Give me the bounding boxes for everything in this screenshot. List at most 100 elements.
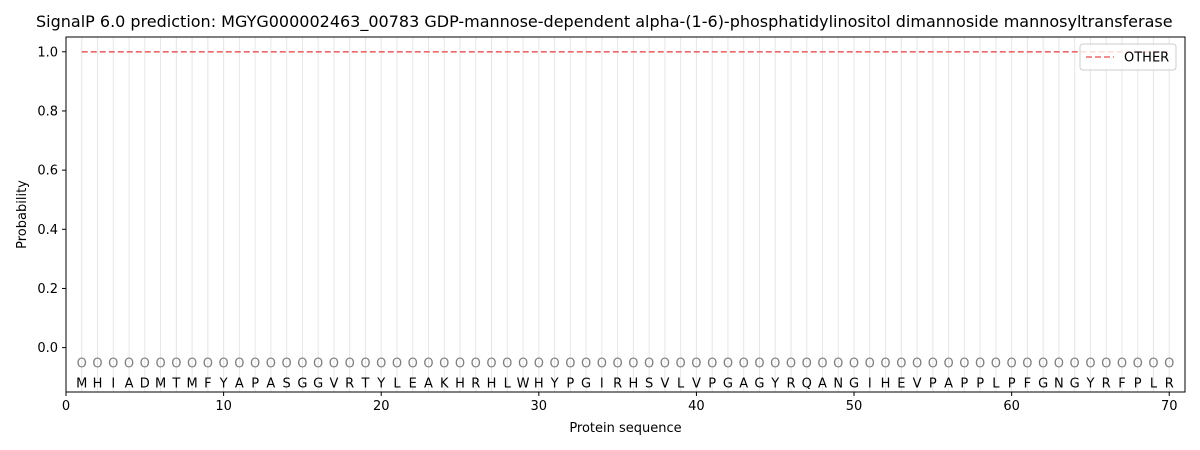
y-axis-ticks: 0.0 0.2 0.4 0.6 0.8 1.0	[37, 45, 66, 356]
residue-label: P	[708, 376, 716, 391]
region-marker: O	[707, 356, 717, 371]
residue-label: A	[235, 376, 244, 391]
region-marker: O	[644, 356, 654, 371]
residue-label: S	[645, 376, 653, 391]
region-marker: O	[250, 356, 260, 371]
x-tick-label: 60	[1003, 399, 1020, 414]
residue-label: L	[393, 376, 401, 391]
region-marker: O	[534, 356, 544, 371]
region-marker: O	[218, 356, 228, 371]
residue-label: N	[1054, 376, 1064, 391]
region-marker: O	[108, 356, 118, 371]
residue-label: R	[471, 376, 480, 391]
residue-label: A	[424, 376, 433, 391]
region-marker: O	[282, 356, 292, 371]
region-marker: O	[928, 356, 938, 371]
plot-frame	[65, 36, 1186, 393]
residue-label: P	[960, 376, 968, 391]
region-marker: O	[754, 356, 764, 371]
residue-label: R	[613, 376, 622, 391]
region-marker: O	[518, 356, 528, 371]
region-marker: O	[628, 356, 638, 371]
y-tick-label: 0.2	[37, 282, 58, 297]
residue-label: I	[868, 376, 872, 391]
region-marker: O	[1101, 356, 1111, 371]
region-marker: O	[581, 356, 591, 371]
region-marker: O	[392, 356, 402, 371]
region-marker: O	[912, 356, 922, 371]
region-marker: O	[770, 356, 780, 371]
region-marker: O	[92, 356, 102, 371]
region-marker: O	[155, 356, 165, 371]
residue-label: P	[929, 376, 937, 391]
region-marker: O	[802, 356, 812, 371]
residue-label: H	[881, 376, 891, 391]
region-marker: O	[1054, 356, 1064, 371]
residue-label: A	[266, 376, 275, 391]
region-marker: O	[786, 356, 796, 371]
residue-label: Y	[219, 376, 228, 391]
residue-label: N	[833, 376, 843, 391]
region-marker: O	[1007, 356, 1017, 371]
region-marker: O	[1133, 356, 1143, 371]
region-marker: O	[1085, 356, 1095, 371]
region-marker: O	[565, 356, 575, 371]
region-marker: O	[360, 356, 370, 371]
residue-label: A	[125, 376, 134, 391]
region-marker: O	[613, 356, 623, 371]
region-marker: O	[896, 356, 906, 371]
y-tick-label: 0.8	[37, 104, 58, 119]
region-marker: O	[345, 356, 355, 371]
region-marker: O	[423, 356, 433, 371]
residue-label: A	[739, 376, 748, 391]
region-marker: O	[1148, 356, 1158, 371]
region-marker: O	[266, 356, 276, 371]
residue-label: V	[913, 376, 922, 391]
residue-label: R	[345, 376, 354, 391]
x-axis-label: Protein sequence	[569, 421, 681, 436]
region-marker: O	[880, 356, 890, 371]
region-marker: O	[455, 356, 465, 371]
legend-label: OTHER	[1124, 51, 1169, 66]
region-marker: O	[723, 356, 733, 371]
residue-label: F	[204, 376, 211, 391]
legend-box	[1079, 43, 1177, 71]
residue-label: V	[329, 376, 338, 391]
residue-label: G	[581, 376, 591, 391]
residue-label: V	[692, 376, 701, 391]
residue-label: Y	[376, 376, 385, 391]
region-marker: O	[943, 356, 953, 371]
residue-label: M	[186, 376, 197, 391]
residue-label: Y	[1085, 376, 1094, 391]
region-marker: O	[833, 356, 843, 371]
residue-label: H	[93, 376, 103, 391]
residue-label: P	[976, 376, 984, 391]
region-marker: O	[1117, 356, 1127, 371]
residue-label: G	[754, 376, 764, 391]
region-marker: O	[234, 356, 244, 371]
residue-label: L	[677, 376, 685, 391]
region-marker: O	[549, 356, 559, 371]
region-marker: O	[676, 356, 686, 371]
residue-label: R	[1165, 376, 1174, 391]
region-marker: O	[140, 356, 150, 371]
residue-label: F	[1024, 376, 1031, 391]
x-tick-label: 30	[531, 399, 548, 414]
residue-label: G	[1038, 376, 1048, 391]
residue-label: G	[723, 376, 733, 391]
residue-label: D	[140, 376, 150, 391]
residue-label: R	[786, 376, 795, 391]
region-marker: O	[739, 356, 749, 371]
residue-label: G	[849, 376, 859, 391]
region-marker: O	[1038, 356, 1048, 371]
residue-label: E	[409, 376, 417, 391]
x-tick-label: 0	[62, 399, 70, 414]
region-marker: O	[502, 356, 512, 371]
residue-label: T	[360, 376, 369, 391]
y-tick-label: 0.6	[37, 164, 58, 179]
region-marker: O	[849, 356, 859, 371]
region-marker: O	[171, 356, 181, 371]
region-marker: O	[329, 356, 339, 371]
